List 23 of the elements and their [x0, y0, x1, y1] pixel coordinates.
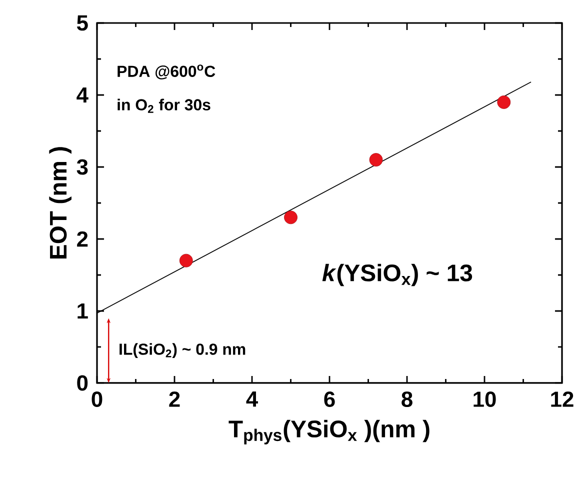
- point: [284, 210, 298, 224]
- annotation: in O$_{2}$ for 30s: [118, 98, 210, 113]
- annotation: PDA @600$^{o}$C: [118, 64, 216, 80]
- x-tick-label: 0: [92, 391, 102, 408]
- annotation: IL(SiO$_{2}$) ~ 0.9 nm: [120, 343, 246, 358]
- point: [369, 153, 383, 166]
- x-tick-label: 10: [474, 391, 496, 408]
- x-tick-label: 4: [246, 392, 258, 407]
- y-tick-label: 5: [76, 15, 88, 31]
- x-tick-label: 2: [169, 391, 180, 407]
- point: [179, 254, 193, 268]
- x-tick-label: 12: [551, 391, 574, 407]
- annotation: k(YSiO$_{x}$) ~ 13: [322, 264, 472, 286]
- y-tick-label: 0: [77, 375, 88, 391]
- x-tick-label: 6: [324, 391, 335, 408]
- x-axis-title: T$_{phys}$(YSiO$_{x}$ )(nm ): [228, 420, 430, 444]
- y-tick-label: 3: [76, 159, 88, 175]
- x-tick-label: 8: [402, 391, 412, 408]
- y-axis-title: EOT (nm ): [49, 147, 72, 259]
- y-tick-label: 1: [78, 303, 88, 319]
- y-tick-label: 2: [77, 231, 88, 247]
- y-tick-label: 4: [76, 87, 88, 103]
- point: [497, 95, 511, 109]
